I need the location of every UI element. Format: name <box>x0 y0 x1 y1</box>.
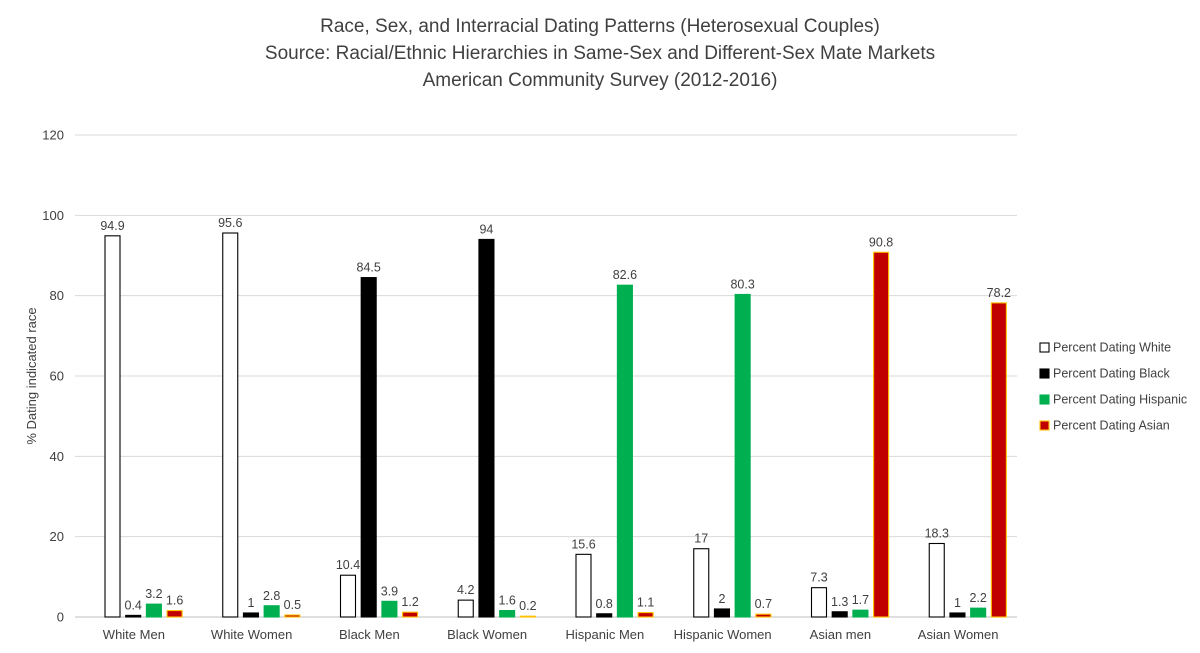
bars <box>104 232 1007 618</box>
data-label: 84.5 <box>357 261 381 275</box>
data-label: 94 <box>479 222 493 236</box>
legend-swatch <box>1039 368 1050 379</box>
bar-white-men-percent-dating-asian <box>166 610 183 618</box>
data-label: 80.3 <box>730 277 754 291</box>
data-label: 18.3 <box>925 526 949 540</box>
data-label: 78.2 <box>987 286 1011 300</box>
data-label: 0.7 <box>755 597 772 611</box>
bar-asian-men-percent-dating-hispanic <box>852 609 869 618</box>
x-tick-label: Black Women <box>447 627 527 642</box>
y-tick-label: 120 <box>42 128 64 143</box>
data-label: 95.6 <box>218 216 242 230</box>
bar-black-men-percent-dating-asian <box>402 611 419 618</box>
bar-hispanic-women-percent-dating-black <box>713 608 731 618</box>
data-label: 1.6 <box>166 594 183 608</box>
x-tick-label: Black Men <box>339 627 400 642</box>
x-tick-label: Hispanic Men <box>565 627 644 642</box>
legend: Percent Dating White Percent Dating Black… <box>1039 341 1187 433</box>
x-tick-label: White Men <box>103 627 165 642</box>
bar-black-women-percent-dating-asian <box>519 615 536 618</box>
data-label: 82.6 <box>613 268 637 282</box>
bar-white-women-percent-dating-asian <box>284 614 301 618</box>
data-label: 2 <box>718 592 725 606</box>
bar-hispanic-women-percent-dating-white <box>693 548 710 618</box>
y-axis-ticks: 0 20 40 60 80 100 120 <box>42 128 64 625</box>
data-labels: 94.9 0.43.2 1.6 95.6 1 2.8 0.5 10.4 84.5 3.91.2 4.… <box>100 216 1011 613</box>
data-label: 10.4 <box>336 558 360 572</box>
bar-black-men-percent-dating-hispanic <box>381 600 398 618</box>
chart-title-line-3: American Community Survey (2012-2016) <box>423 70 778 91</box>
bar-black-men-percent-dating-black <box>360 277 377 618</box>
data-label: 1.2 <box>401 595 418 609</box>
y-axis-title: % Dating indicated race <box>24 307 39 444</box>
bar-black-men-percent-dating-white <box>339 574 357 618</box>
legend-label: Percent Dating White <box>1053 341 1171 355</box>
data-label: 7.3 <box>810 571 827 585</box>
data-label: 1 <box>954 596 961 610</box>
y-tick-label: 0 <box>57 610 64 625</box>
data-label: 0.5 <box>284 598 301 612</box>
data-label: 90.8 <box>869 235 893 249</box>
bar-black-women-percent-dating-hispanic <box>499 610 516 618</box>
bar-white-men-percent-dating-white <box>104 235 121 618</box>
data-label: 0.2 <box>519 599 536 613</box>
legend-swatch <box>1039 394 1050 405</box>
bar-hispanic-men-percent-dating-white <box>575 553 592 618</box>
bar-asian-women-percent-dating-black <box>949 612 966 618</box>
legend-label: Percent Dating Black <box>1053 367 1170 381</box>
data-label: 15.6 <box>571 537 595 551</box>
y-tick-label: 60 <box>50 369 64 384</box>
bar-white-men-percent-dating-black <box>125 614 142 618</box>
bar-hispanic-men-percent-dating-hispanic <box>616 284 633 618</box>
data-label: 1.1 <box>637 596 654 610</box>
bar-asian-men-percent-dating-black <box>831 611 848 618</box>
data-label: 94.9 <box>100 219 124 233</box>
x-tick-label: White Women <box>211 627 292 642</box>
bar-black-women-percent-dating-white <box>457 599 474 618</box>
bar-asian-men-percent-dating-white <box>810 587 828 618</box>
bar-asian-women-percent-dating-asian <box>990 302 1007 618</box>
legend-label: Percent Dating Hispanic <box>1053 393 1187 407</box>
y-tick-label: 20 <box>50 529 64 544</box>
data-label: 2.2 <box>969 591 986 605</box>
legend-swatch <box>1039 342 1050 353</box>
bar-asian-men-percent-dating-asian <box>873 251 890 618</box>
y-tick-label: 40 <box>50 449 64 464</box>
data-label: 4.2 <box>457 583 474 597</box>
x-tick-label: Asian Women <box>918 627 999 642</box>
bar-hispanic-women-percent-dating-asian <box>755 613 772 618</box>
chart-title: Race, Sex, and Interracial Dating Patter… <box>265 16 935 91</box>
data-label: 3.2 <box>145 587 162 601</box>
bar-hispanic-women-percent-dating-hispanic <box>734 293 751 618</box>
data-label: 3.9 <box>381 584 398 598</box>
data-label: 1.7 <box>852 593 869 607</box>
data-label: 1.3 <box>831 595 848 609</box>
y-tick-label: 80 <box>50 288 64 303</box>
bar-white-men-percent-dating-hispanic <box>145 603 162 618</box>
bar-white-women-percent-dating-hispanic <box>263 605 280 618</box>
bar-white-women-percent-dating-white <box>222 232 239 618</box>
chart-title-line-2: Source: Racial/Ethnic Hierarchies in Sam… <box>265 43 935 64</box>
legend-label: Percent Dating Asian <box>1053 419 1170 433</box>
x-tick-label: Asian men <box>810 627 871 642</box>
legend-swatch <box>1039 420 1050 431</box>
bar-asian-women-percent-dating-white <box>928 542 945 618</box>
data-label: 1 <box>247 596 254 610</box>
bar-hispanic-men-percent-dating-black <box>596 613 613 618</box>
data-label: 2.8 <box>263 589 280 603</box>
bar-hispanic-men-percent-dating-asian <box>637 612 654 618</box>
data-label: 0.8 <box>596 597 613 611</box>
bar-white-women-percent-dating-black <box>242 612 259 618</box>
chart-title-line-1: Race, Sex, and Interracial Dating Patter… <box>320 16 880 37</box>
x-axis-categories: White Men White Women Black Men Black Women… <box>103 627 999 642</box>
bar-asian-women-percent-dating-hispanic <box>970 607 987 618</box>
data-label: 1.6 <box>498 594 515 608</box>
data-label: 0.4 <box>125 598 142 612</box>
data-label: 17 <box>694 532 708 546</box>
x-tick-label: Hispanic Women <box>674 627 772 642</box>
bar-black-women-percent-dating-black <box>478 238 495 618</box>
y-tick-label: 100 <box>42 208 64 223</box>
